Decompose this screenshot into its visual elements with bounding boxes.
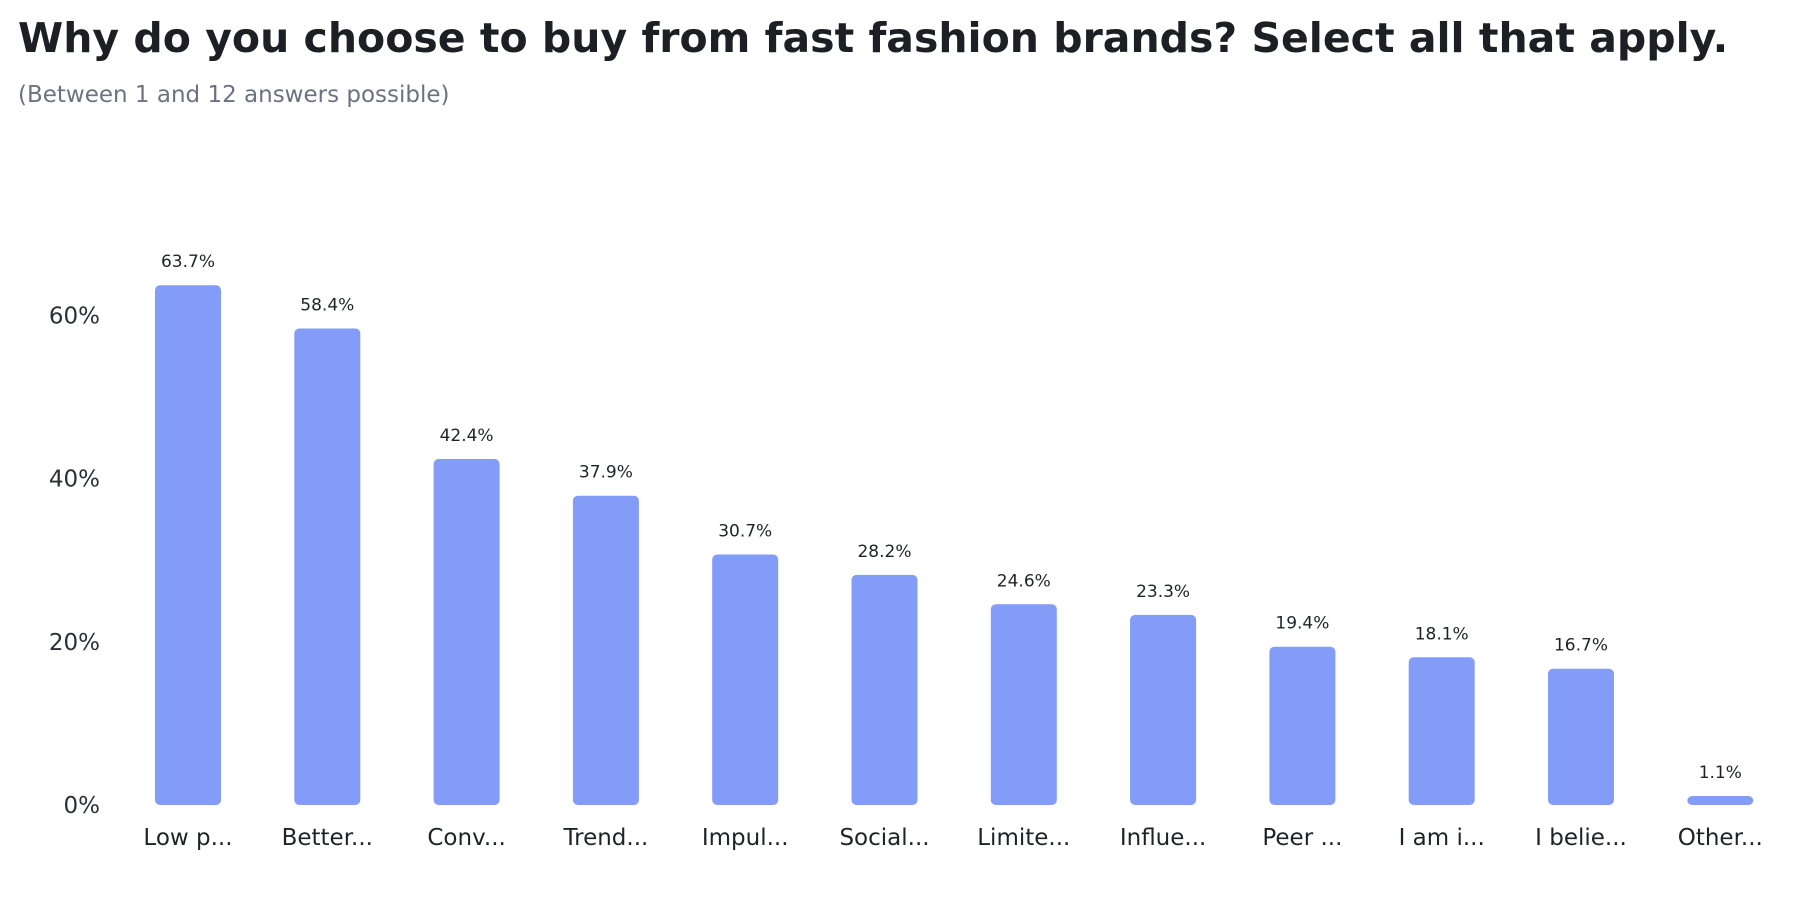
x-tick-label: Other... bbox=[1678, 825, 1763, 851]
bar[interactable] bbox=[990, 604, 1057, 805]
data-label: 58.4% bbox=[300, 295, 354, 315]
data-label: 63.7% bbox=[161, 252, 215, 272]
bar[interactable] bbox=[1408, 657, 1475, 805]
data-label: 30.7% bbox=[718, 521, 772, 541]
bar[interactable] bbox=[572, 495, 639, 805]
bar[interactable] bbox=[851, 574, 918, 805]
y-axis: 0% 20% 40% 60% bbox=[49, 303, 100, 819]
data-labels: 63.7% 58.4% 42.4% 37.9% 30.7% 28.2% 24.6% 23.3%… bbox=[161, 252, 1742, 783]
bar[interactable] bbox=[155, 285, 221, 805]
bar[interactable] bbox=[1130, 614, 1197, 805]
data-label: 28.2% bbox=[857, 542, 911, 562]
data-label: 18.1% bbox=[1415, 624, 1469, 644]
bar[interactable] bbox=[1548, 668, 1614, 805]
x-tick-label: Low p... bbox=[143, 825, 232, 851]
x-tick-label: Better... bbox=[282, 825, 373, 851]
x-tick-label: Conv... bbox=[427, 825, 505, 851]
chart-title: Why do you choose to buy from fast fashi… bbox=[18, 14, 1729, 62]
data-label: 37.9% bbox=[579, 463, 633, 483]
x-tick-label: Limite... bbox=[977, 825, 1070, 851]
data-label: 1.1% bbox=[1699, 763, 1742, 783]
bar[interactable] bbox=[712, 554, 779, 805]
x-tick-label: Influe... bbox=[1120, 825, 1207, 851]
x-tick-label: I belie... bbox=[1535, 825, 1627, 851]
bar[interactable] bbox=[294, 328, 361, 805]
y-tick-label: 20% bbox=[49, 630, 100, 656]
data-label: 42.4% bbox=[440, 426, 494, 446]
bar[interactable] bbox=[433, 459, 500, 805]
x-axis: Low p... Better... Conv... Trend... Impul...… bbox=[143, 825, 1762, 851]
bar[interactable] bbox=[1269, 646, 1336, 805]
x-tick-label: Impul... bbox=[702, 825, 789, 851]
data-label: 19.4% bbox=[1275, 614, 1329, 634]
x-tick-label: Social... bbox=[839, 825, 929, 851]
x-tick-label: I am i... bbox=[1399, 825, 1485, 851]
data-label: 16.7% bbox=[1554, 636, 1608, 656]
y-tick-label: 40% bbox=[49, 467, 100, 493]
y-tick-label: 0% bbox=[64, 793, 101, 819]
data-label: 23.3% bbox=[1136, 582, 1190, 602]
x-tick-label: Peer ... bbox=[1262, 825, 1342, 851]
bar[interactable] bbox=[1687, 796, 1754, 805]
data-label: 24.6% bbox=[997, 571, 1051, 591]
y-tick-label: 60% bbox=[49, 303, 100, 329]
chart-subtitle: (Between 1 and 12 answers possible) bbox=[18, 82, 450, 108]
x-tick-label: Trend... bbox=[562, 825, 648, 851]
bars bbox=[155, 285, 1754, 805]
